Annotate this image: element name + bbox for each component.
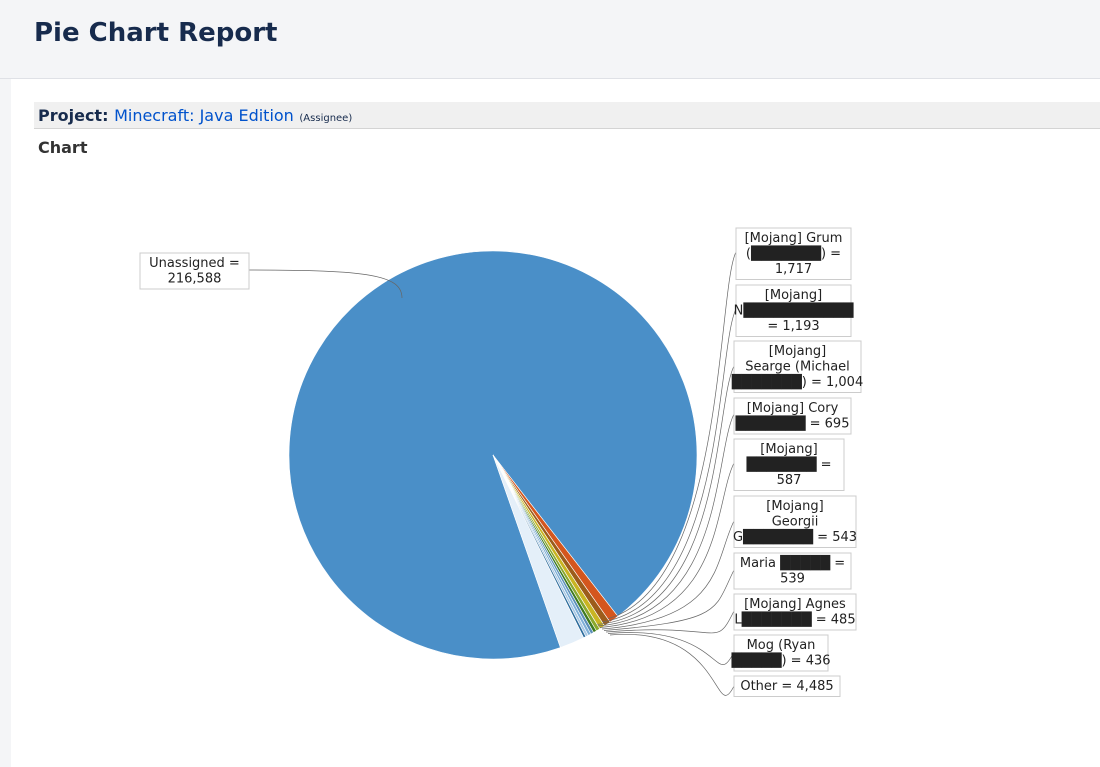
slice-label-3-line-0: [Mojang] [769, 344, 826, 359]
leader-line-10 [609, 633, 735, 696]
project-bar: Project: Minecraft: Java Edition (Assign… [34, 102, 1100, 129]
slice-label-box-6 [733, 495, 857, 548]
leader-line-3 [595, 365, 735, 625]
slice-label-6-line-0: [Mojang] [766, 499, 823, 514]
page-header: Pie Chart Report [0, 0, 1100, 79]
slice-label-box-9 [733, 634, 829, 672]
slice-label-2-line-1: N███████████ [734, 302, 855, 319]
slice-label-1-line-1: (███████) = [746, 245, 841, 262]
statistic-type: (Assignee) [299, 113, 353, 124]
slice-label-box-3 [733, 340, 862, 393]
slice-label-box-5 [733, 438, 845, 491]
slice-label-4-line-0: [Mojang] Cory [747, 401, 839, 416]
slice-label-10-line-0: Other = 4,485 [740, 679, 833, 694]
slice-label-box-1 [735, 227, 852, 280]
slice-label-9-line-1: █████) = 436 [730, 652, 830, 669]
slice-label-0-line-1: 216,588 [168, 272, 222, 287]
slice-label-6-line-1: Georgii [772, 515, 819, 530]
slice-label-5-line-1: ███████ = [745, 456, 831, 473]
slice-label-2-line-0: [Mojang] [765, 288, 822, 303]
leader-line-5 [599, 462, 735, 628]
slice-label-box-8 [733, 593, 857, 631]
leader-line-7 [603, 569, 735, 631]
slice-label-5-line-0: [Mojang] [760, 442, 817, 457]
slice-label-box-2 [735, 284, 852, 337]
slice-label-0-line-0: Unassigned = [149, 256, 240, 271]
leader-line-6 [601, 520, 735, 630]
slice-label-1-line-2: 1,717 [775, 262, 812, 277]
leader-line-8 [605, 610, 735, 634]
project-prefix: Project: [38, 106, 109, 125]
leader-line-2 [593, 308, 737, 624]
slice-label-8-line-1: L███████ = 485 [734, 611, 855, 628]
slice-label-box-4 [733, 397, 852, 435]
slice-label-7-line-0: Maria █████ = [740, 554, 845, 571]
slice-label-4-line-1: ███████ = 695 [735, 415, 850, 432]
slice-label-box-0 [139, 252, 250, 290]
chart-heading: Chart [38, 138, 88, 157]
leader-line-4 [597, 413, 735, 627]
slice-label-8-line-0: [Mojang] Agnes [744, 597, 846, 612]
slice-label-3-line-2: ███████) = 1,004 [731, 373, 863, 390]
slice-label-box-10 [733, 675, 841, 697]
slice-label-5-line-2: 587 [777, 473, 802, 488]
slice-label-6-line-2: G███████ = 543 [733, 528, 857, 545]
page-title: Pie Chart Report [34, 18, 278, 48]
slice-label-1-line-0: [Mojang] Grum [745, 231, 843, 246]
project-link[interactable]: Minecraft: Java Edition [114, 106, 294, 125]
leader-line-0 [248, 269, 403, 299]
slice-label-3-line-1: Searge (Michael [745, 360, 850, 375]
slice-label-box-7 [733, 552, 852, 590]
slice-label-9-line-0: Mog (Ryan [747, 638, 816, 653]
pie-slice-10[interactable] [492, 454, 585, 648]
slice-label-7-line-1: 539 [780, 572, 805, 587]
leader-line-1 [591, 251, 737, 622]
project-label: Project: Minecraft: Java Edition (Assign… [38, 106, 352, 125]
slice-label-2-line-2: = 1,193 [767, 319, 819, 334]
leader-line-9 [607, 632, 735, 665]
